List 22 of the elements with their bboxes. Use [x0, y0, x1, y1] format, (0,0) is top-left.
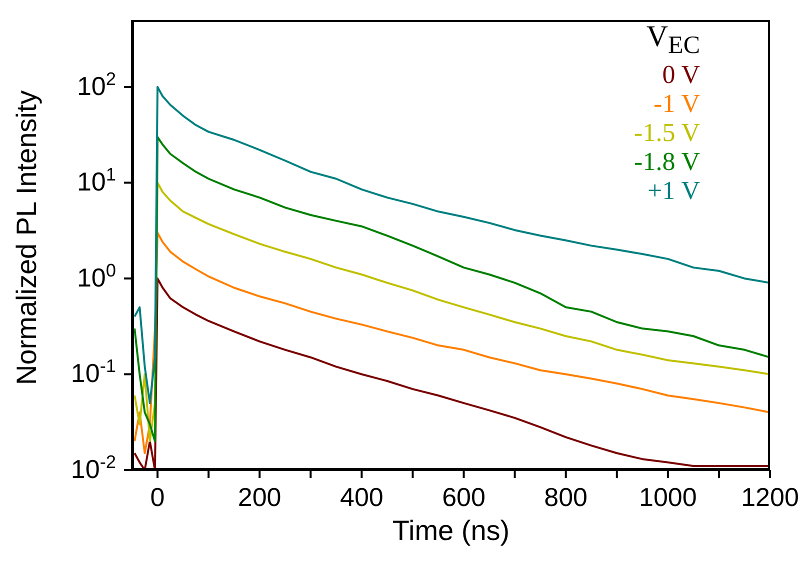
y-axis-title: Normalized PL Intensity — [10, 90, 42, 385]
y-tick-label: 10$^{-1}$ — [70, 356, 116, 388]
x-tick-label: 0 — [150, 482, 165, 512]
x-tick-label: 200 — [238, 482, 282, 512]
line-series — [134, 86, 770, 404]
legend-title: V$_{EC}$ — [645, 20, 700, 60]
x-tick-label: 800 — [544, 482, 588, 512]
text: -1.5 V — [634, 118, 700, 147]
y-tick-label: 10$^{-2}$ — [70, 452, 116, 484]
text: 0 V — [661, 60, 700, 89]
x-tick-label: 1000 — [639, 482, 697, 512]
y-tick-label: 10$^{2}$ — [76, 68, 116, 101]
series-label: +1 V — [646, 176, 700, 205]
x-tick-label: 400 — [340, 482, 384, 512]
x-tick-label: 600 — [442, 482, 486, 512]
text: -1 V — [652, 89, 700, 118]
y-tick-label: 10$^{0}$ — [76, 260, 116, 292]
text: -1.8 V — [634, 147, 700, 176]
x-tick-label: 1200 — [741, 482, 799, 512]
x-axis-title: Time (ns) — [392, 515, 510, 546]
line-series — [134, 232, 770, 454]
y-tick-label: 10$^{1}$ — [76, 164, 116, 197]
